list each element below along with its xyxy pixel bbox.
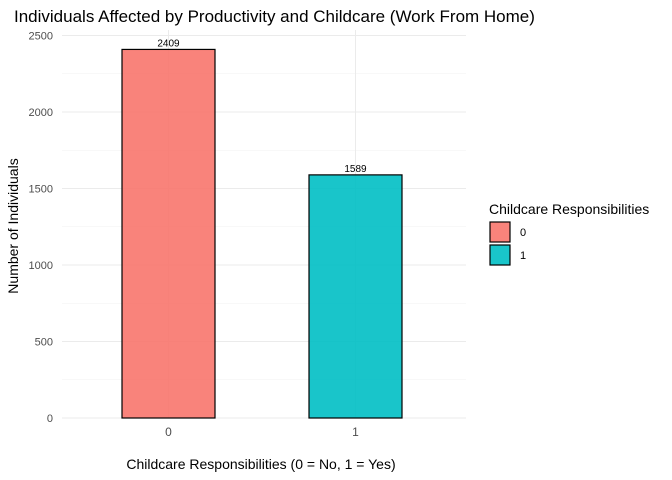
bar-0 (121, 48, 216, 419)
y-tick-label: 2000 (29, 107, 53, 119)
y-tick-label: 1500 (29, 184, 53, 196)
chart-title: Individuals Affected by Productivity and… (14, 7, 535, 26)
x-axis-title: Childcare Responsibilities (0 = No, 1 = … (126, 456, 395, 472)
y-axis-ticks: 0 500 1000 1500 2000 2500 (29, 31, 53, 426)
x-tick-label: 0 (165, 425, 172, 439)
y-tick-label: 500 (35, 337, 53, 349)
data-label-0: 2409 (157, 38, 180, 49)
legend-swatch-1 (489, 244, 511, 266)
bar-1 (308, 174, 403, 419)
legend-swatch-0 (489, 221, 511, 243)
legend-title: Childcare Responsibilities (489, 201, 649, 217)
y-axis-title: Number of Individuals (5, 158, 21, 293)
data-label-1: 1589 (344, 164, 367, 175)
legend: Childcare Responsibilities 0 1 (489, 201, 649, 266)
legend-label-0: 0 (520, 227, 526, 239)
y-tick-label: 2500 (29, 31, 53, 43)
y-tick-label: 1000 (29, 260, 53, 272)
x-tick-label: 1 (352, 425, 359, 439)
y-tick-label: 0 (47, 413, 53, 425)
bars: 2409 1589 (121, 38, 403, 419)
legend-label-1: 1 (520, 250, 526, 262)
